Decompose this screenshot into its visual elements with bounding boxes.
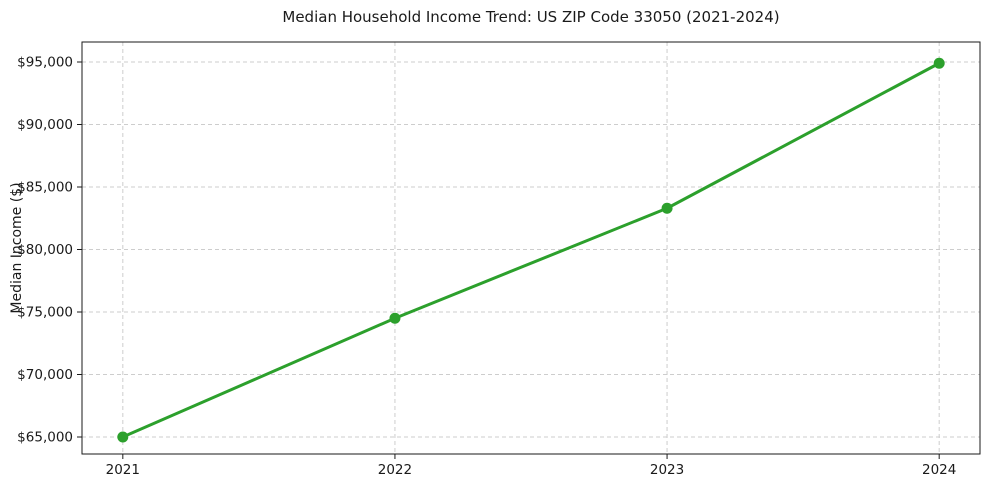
y-tick-label: $65,000 bbox=[17, 430, 73, 446]
chart-title: Median Household Income Trend: US ZIP Co… bbox=[282, 8, 780, 26]
plot-frame bbox=[81, 41, 981, 455]
x-tick-label: 2021 bbox=[106, 462, 140, 478]
y-tick-label: $90,000 bbox=[17, 117, 73, 133]
y-tick-label: $70,000 bbox=[17, 367, 73, 383]
y-tick-label: $95,000 bbox=[17, 55, 73, 71]
trend-line bbox=[121, 61, 941, 439]
data-point-marker bbox=[389, 312, 401, 324]
y-tick-label: $75,000 bbox=[17, 305, 73, 321]
x-tick-label: 2024 bbox=[922, 462, 956, 478]
data-point-marker bbox=[661, 202, 673, 214]
x-tick-label: 2022 bbox=[378, 462, 412, 478]
y-axis-label: Median Income ($) bbox=[9, 182, 25, 314]
x-tick-label: 2023 bbox=[650, 462, 684, 478]
data-point-marker bbox=[933, 57, 945, 69]
y-tick-label: $85,000 bbox=[17, 180, 73, 196]
y-tick-label: $80,000 bbox=[17, 242, 73, 258]
data-point-marker bbox=[117, 431, 129, 443]
